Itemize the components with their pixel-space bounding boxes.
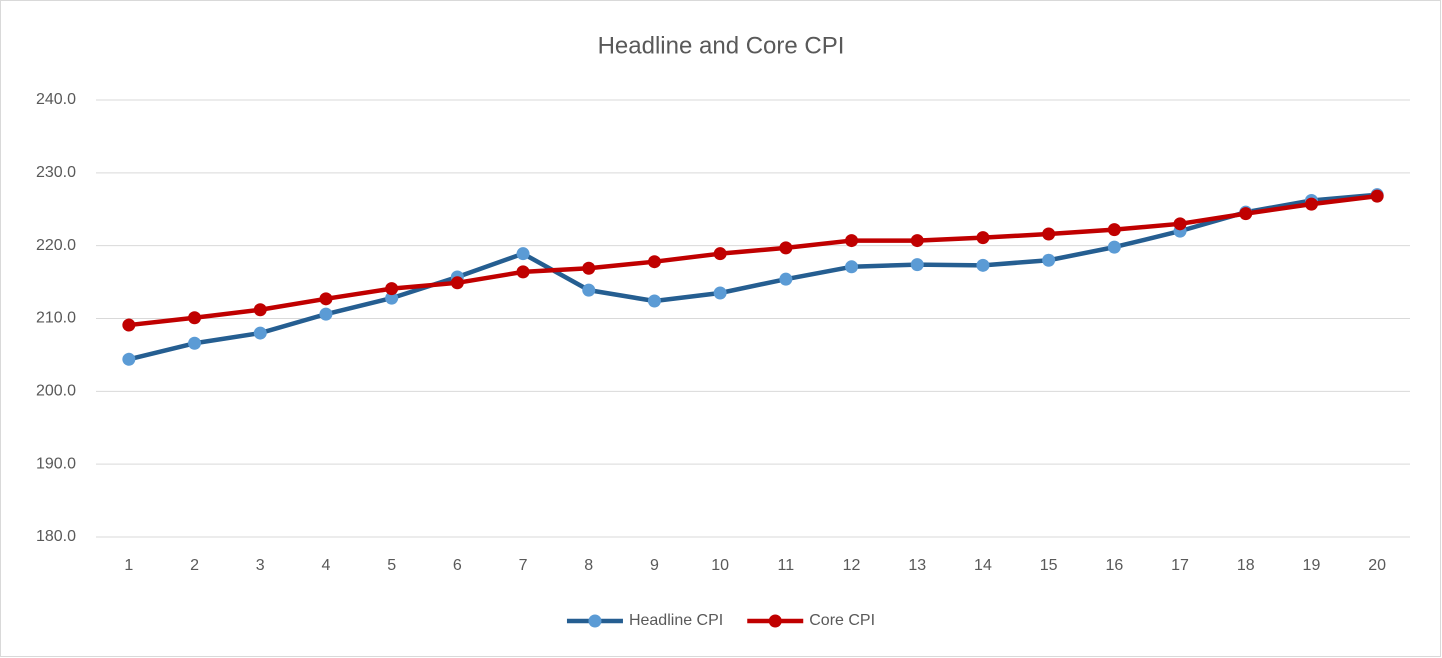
data-point <box>582 283 596 297</box>
y-tick-label: 190.0 <box>36 455 76 472</box>
x-tick-label: 16 <box>1105 557 1123 574</box>
data-point <box>188 311 202 325</box>
chart-title: Headline and Core CPI <box>598 32 845 59</box>
data-point <box>1304 197 1318 211</box>
x-tick-label: 5 <box>387 557 396 574</box>
series-line <box>128 192 1378 362</box>
x-tick-label: 11 <box>778 557 795 574</box>
data-point <box>385 282 399 296</box>
data-point <box>779 241 793 255</box>
data-point <box>1239 207 1253 221</box>
data-point <box>713 247 727 261</box>
legend-marker <box>588 614 602 628</box>
x-tick-label: 4 <box>321 557 330 574</box>
data-point <box>647 294 661 308</box>
x-tick-label: 15 <box>1040 557 1058 574</box>
x-tick-label: 6 <box>453 557 462 574</box>
x-tick-label: 18 <box>1237 557 1255 574</box>
legend-marker <box>768 614 782 628</box>
x-tick-label: 3 <box>256 557 265 574</box>
y-tick-label: 230.0 <box>36 164 76 181</box>
x-tick-label: 20 <box>1368 557 1386 574</box>
y-tick-label: 210.0 <box>36 310 76 327</box>
x-tick-label: 9 <box>650 557 659 574</box>
data-point <box>516 265 530 279</box>
data-point <box>516 247 530 261</box>
x-tick-label: 14 <box>974 557 992 574</box>
series-line <box>128 193 1378 328</box>
data-point <box>253 303 267 317</box>
data-point <box>1173 217 1187 231</box>
y-tick-label: 200.0 <box>36 383 76 400</box>
legend-label: Core CPI <box>809 612 875 629</box>
data-point <box>1042 253 1056 267</box>
x-tick-label: 12 <box>843 557 861 574</box>
data-point <box>910 258 924 272</box>
data-point <box>319 292 333 306</box>
y-tick-label: 180.0 <box>36 528 76 545</box>
y-tick-label: 220.0 <box>36 237 76 254</box>
data-point <box>1107 240 1121 254</box>
data-point <box>188 336 202 350</box>
x-tick-label: 17 <box>1171 557 1189 574</box>
x-tick-label: 1 <box>124 557 133 574</box>
data-point <box>319 307 333 321</box>
x-tick-label: 10 <box>711 557 729 574</box>
data-point <box>1107 223 1121 237</box>
data-point <box>122 318 136 332</box>
x-tick-label: 13 <box>908 557 926 574</box>
data-point <box>845 234 859 248</box>
data-point <box>976 258 990 272</box>
data-point <box>845 260 859 274</box>
x-tick-label: 2 <box>190 557 199 574</box>
data-point <box>779 272 793 286</box>
x-tick-label: 7 <box>519 557 528 574</box>
data-point <box>582 261 596 275</box>
data-point <box>1042 227 1056 241</box>
data-point <box>122 352 136 366</box>
legend-label: Headline CPI <box>629 612 723 629</box>
data-point <box>450 276 464 290</box>
data-point <box>385 291 399 305</box>
data-point <box>253 326 267 340</box>
data-point <box>910 234 924 248</box>
x-tick-label: 19 <box>1303 557 1321 574</box>
y-tick-label: 240.0 <box>36 91 76 108</box>
data-point <box>1370 189 1384 203</box>
data-point <box>976 231 990 245</box>
data-point <box>713 286 727 300</box>
data-point <box>647 255 661 269</box>
x-tick-label: 8 <box>584 557 593 574</box>
